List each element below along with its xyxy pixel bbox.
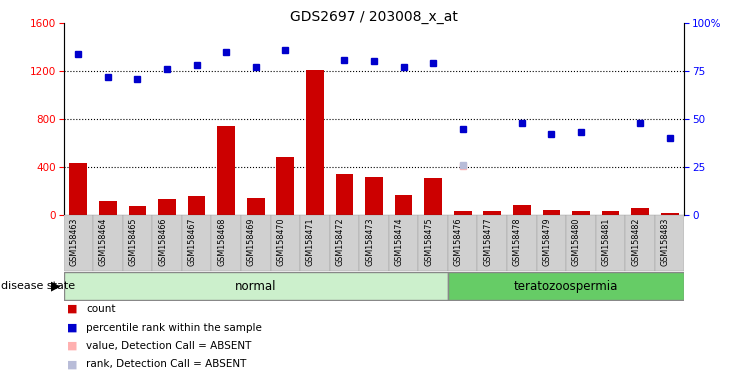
Text: GSM158464: GSM158464 [99, 218, 108, 266]
Bar [94, 215, 123, 271]
Text: GSM158471: GSM158471 [306, 218, 315, 266]
Bar [123, 215, 153, 271]
Text: GSM158466: GSM158466 [158, 218, 167, 266]
Text: GDS2697 / 203008_x_at: GDS2697 / 203008_x_at [290, 10, 458, 23]
Text: teratozoospermia: teratozoospermia [514, 280, 619, 293]
Text: GSM158482: GSM158482 [631, 218, 640, 266]
Text: ■: ■ [67, 341, 78, 351]
Bar [507, 215, 536, 271]
Bar [477, 215, 507, 271]
Text: ■: ■ [67, 359, 78, 369]
Text: GSM158481: GSM158481 [601, 218, 610, 266]
Text: percentile rank within the sample: percentile rank within the sample [86, 323, 262, 333]
Text: GSM158469: GSM158469 [247, 218, 256, 266]
Bar [64, 215, 94, 271]
Text: GSM158477: GSM158477 [483, 218, 492, 266]
Text: GSM158475: GSM158475 [424, 218, 433, 266]
Text: normal: normal [235, 280, 277, 293]
Text: GSM158468: GSM158468 [217, 218, 226, 266]
Text: GSM158465: GSM158465 [129, 218, 138, 266]
Bar [448, 272, 684, 300]
Text: disease state: disease state [1, 281, 76, 291]
Bar [389, 215, 418, 271]
Bar [306, 70, 324, 215]
Text: ▶: ▶ [52, 280, 61, 293]
Bar [418, 215, 448, 271]
Bar [572, 212, 590, 215]
Bar [424, 179, 442, 215]
Bar [483, 212, 501, 215]
Bar [631, 208, 649, 215]
Bar [536, 215, 566, 271]
Bar [625, 215, 654, 271]
Bar [359, 215, 389, 271]
Bar [454, 212, 471, 215]
Text: ■: ■ [67, 304, 78, 314]
Text: GSM158483: GSM158483 [660, 218, 669, 266]
Text: value, Detection Call = ABSENT: value, Detection Call = ABSENT [86, 341, 251, 351]
Bar [330, 215, 359, 271]
Bar [542, 210, 560, 215]
Text: GSM158467: GSM158467 [188, 218, 197, 266]
Bar [129, 206, 147, 215]
Bar [64, 272, 448, 300]
Bar [654, 215, 684, 271]
Text: GSM158476: GSM158476 [454, 218, 463, 266]
Text: GSM158470: GSM158470 [276, 218, 285, 266]
Bar [660, 213, 678, 215]
Text: GSM158474: GSM158474 [394, 218, 404, 266]
Bar [158, 199, 176, 215]
Text: ■: ■ [67, 323, 78, 333]
Text: GSM158480: GSM158480 [572, 218, 581, 266]
Bar [300, 215, 330, 271]
Bar [271, 215, 300, 271]
Bar [513, 205, 530, 215]
Text: count: count [86, 304, 115, 314]
Bar [277, 157, 294, 215]
Text: GSM158478: GSM158478 [513, 218, 522, 266]
Bar [218, 126, 235, 215]
Bar [448, 215, 477, 271]
Bar [601, 212, 619, 215]
Bar [182, 215, 212, 271]
Bar [247, 198, 265, 215]
Bar [395, 195, 412, 215]
Bar [365, 177, 383, 215]
Bar [70, 164, 88, 215]
Text: GSM158472: GSM158472 [335, 218, 344, 266]
Bar [566, 215, 595, 271]
Bar [595, 215, 625, 271]
Text: GSM158473: GSM158473 [365, 218, 374, 266]
Bar [241, 215, 271, 271]
Bar [153, 215, 182, 271]
Text: rank, Detection Call = ABSENT: rank, Detection Call = ABSENT [86, 359, 246, 369]
Text: GSM158463: GSM158463 [70, 218, 79, 266]
Bar [188, 197, 206, 215]
Bar [336, 174, 353, 215]
Bar [212, 215, 241, 271]
Text: GSM158479: GSM158479 [542, 218, 551, 266]
Bar [99, 201, 117, 215]
